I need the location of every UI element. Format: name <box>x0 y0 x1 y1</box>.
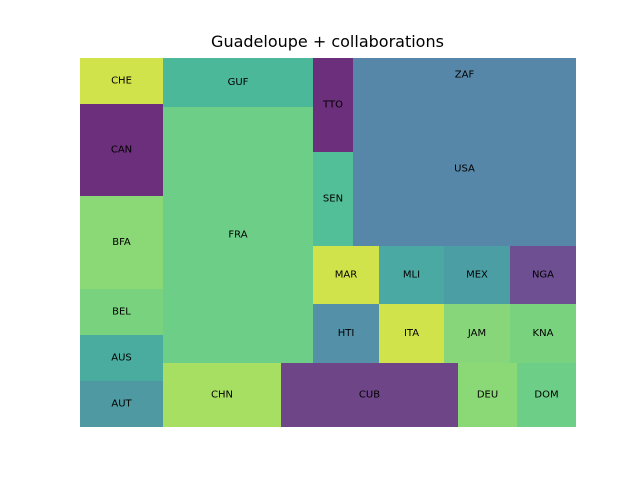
treemap-label-can: CAN <box>111 145 132 156</box>
chart-title: Guadeloupe + collaborations <box>211 32 444 51</box>
treemap-cell-mex <box>444 246 510 304</box>
treemap-label-bfa: BFA <box>112 237 131 248</box>
treemap-label-aus: AUS <box>111 353 132 364</box>
treemap-label-kna: KNA <box>533 328 554 339</box>
treemap-label-usa: USA <box>454 164 475 175</box>
treemap-cell-usa <box>353 92 576 246</box>
treemap-cell-tto <box>313 58 353 152</box>
treemap-cell-fra <box>163 107 313 363</box>
treemap-label-zaf: ZAF <box>455 70 475 81</box>
treemap-label-aut: AUT <box>111 399 132 410</box>
treemap-cell-aut <box>80 381 163 427</box>
treemap-label-guf: GUF <box>228 77 249 88</box>
treemap-cell-guf <box>163 58 313 107</box>
treemap-cell-che <box>80 58 163 104</box>
treemap-label-tto: TTO <box>322 100 343 111</box>
treemap-label-bel: BEL <box>112 307 131 318</box>
treemap-label-deu: DEU <box>477 390 498 401</box>
treemap-cell-dom <box>517 363 576 427</box>
treemap-label-hti: HTI <box>338 328 355 339</box>
treemap-label-che: CHE <box>111 76 132 87</box>
treemap-label-fra: FRA <box>228 230 247 241</box>
treemap-label-dom: DOM <box>534 390 558 401</box>
treemap-cell-nga <box>510 246 576 304</box>
treemap-cell-can <box>80 104 163 196</box>
treemap-cell-hti <box>313 304 379 363</box>
treemap-cell-sen <box>313 152 353 246</box>
treemap-label-nga: NGA <box>532 270 554 281</box>
treemap-cell-kna <box>510 304 576 363</box>
treemap-cell-mar <box>313 246 379 304</box>
treemap-label-cub: CUB <box>359 390 380 401</box>
treemap-cell-cub <box>281 363 458 427</box>
treemap-label-mli: MLI <box>403 270 420 281</box>
treemap-cell-jam <box>444 304 510 363</box>
treemap-label-jam: JAM <box>467 328 486 339</box>
treemap-cell-aus <box>80 335 163 381</box>
treemap-label-mex: MEX <box>466 270 488 281</box>
treemap-cell-deu <box>458 363 517 427</box>
treemap-cell-bel <box>80 289 163 335</box>
treemap-cell-mli <box>379 246 444 304</box>
treemap-label-chn: CHN <box>211 390 233 401</box>
treemap-cell-ita <box>379 304 444 363</box>
treemap-label-sen: SEN <box>323 194 343 205</box>
treemap-cell-zaf <box>353 58 576 92</box>
treemap-cell-bfa <box>80 196 163 289</box>
treemap-label-ita: ITA <box>404 328 419 339</box>
treemap-cell-chn <box>163 363 281 427</box>
treemap-label-mar: MAR <box>335 270 357 281</box>
